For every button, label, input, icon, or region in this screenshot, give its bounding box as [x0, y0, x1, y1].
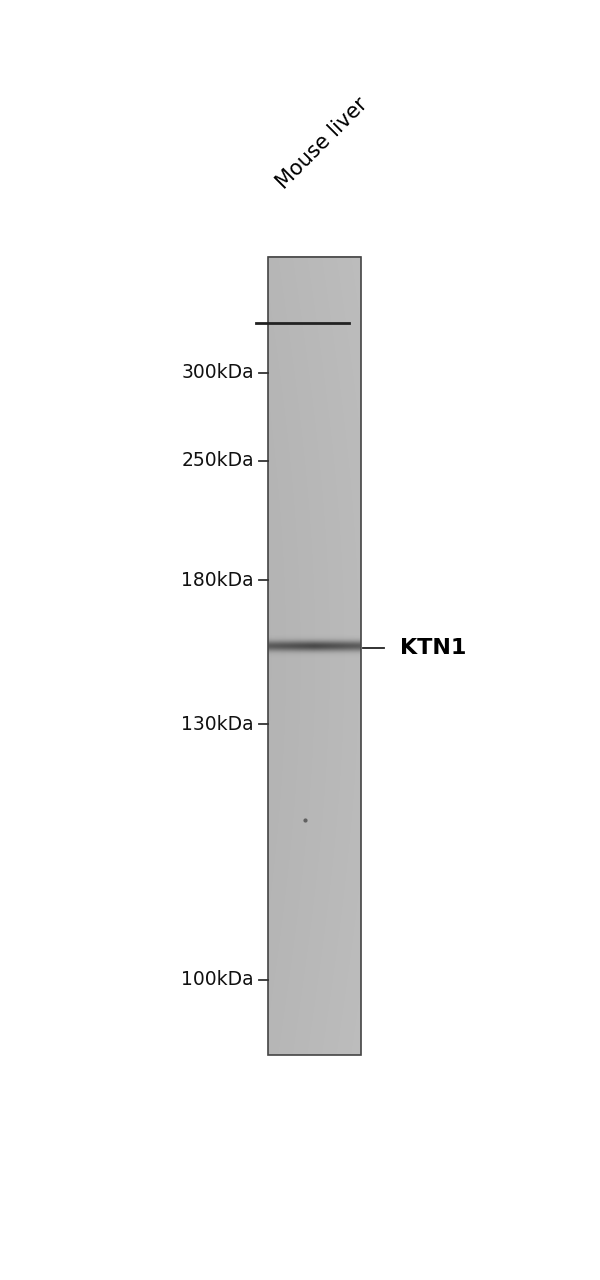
Text: 300kDa: 300kDa — [181, 364, 254, 383]
Bar — [268, 257, 361, 1056]
Text: 100kDa: 100kDa — [181, 970, 254, 989]
Text: Mouse liver: Mouse liver — [272, 95, 371, 193]
Text: 180kDa: 180kDa — [181, 571, 254, 590]
Text: 130kDa: 130kDa — [181, 714, 254, 733]
Text: KTN1: KTN1 — [401, 639, 467, 658]
Text: 250kDa: 250kDa — [181, 451, 254, 470]
